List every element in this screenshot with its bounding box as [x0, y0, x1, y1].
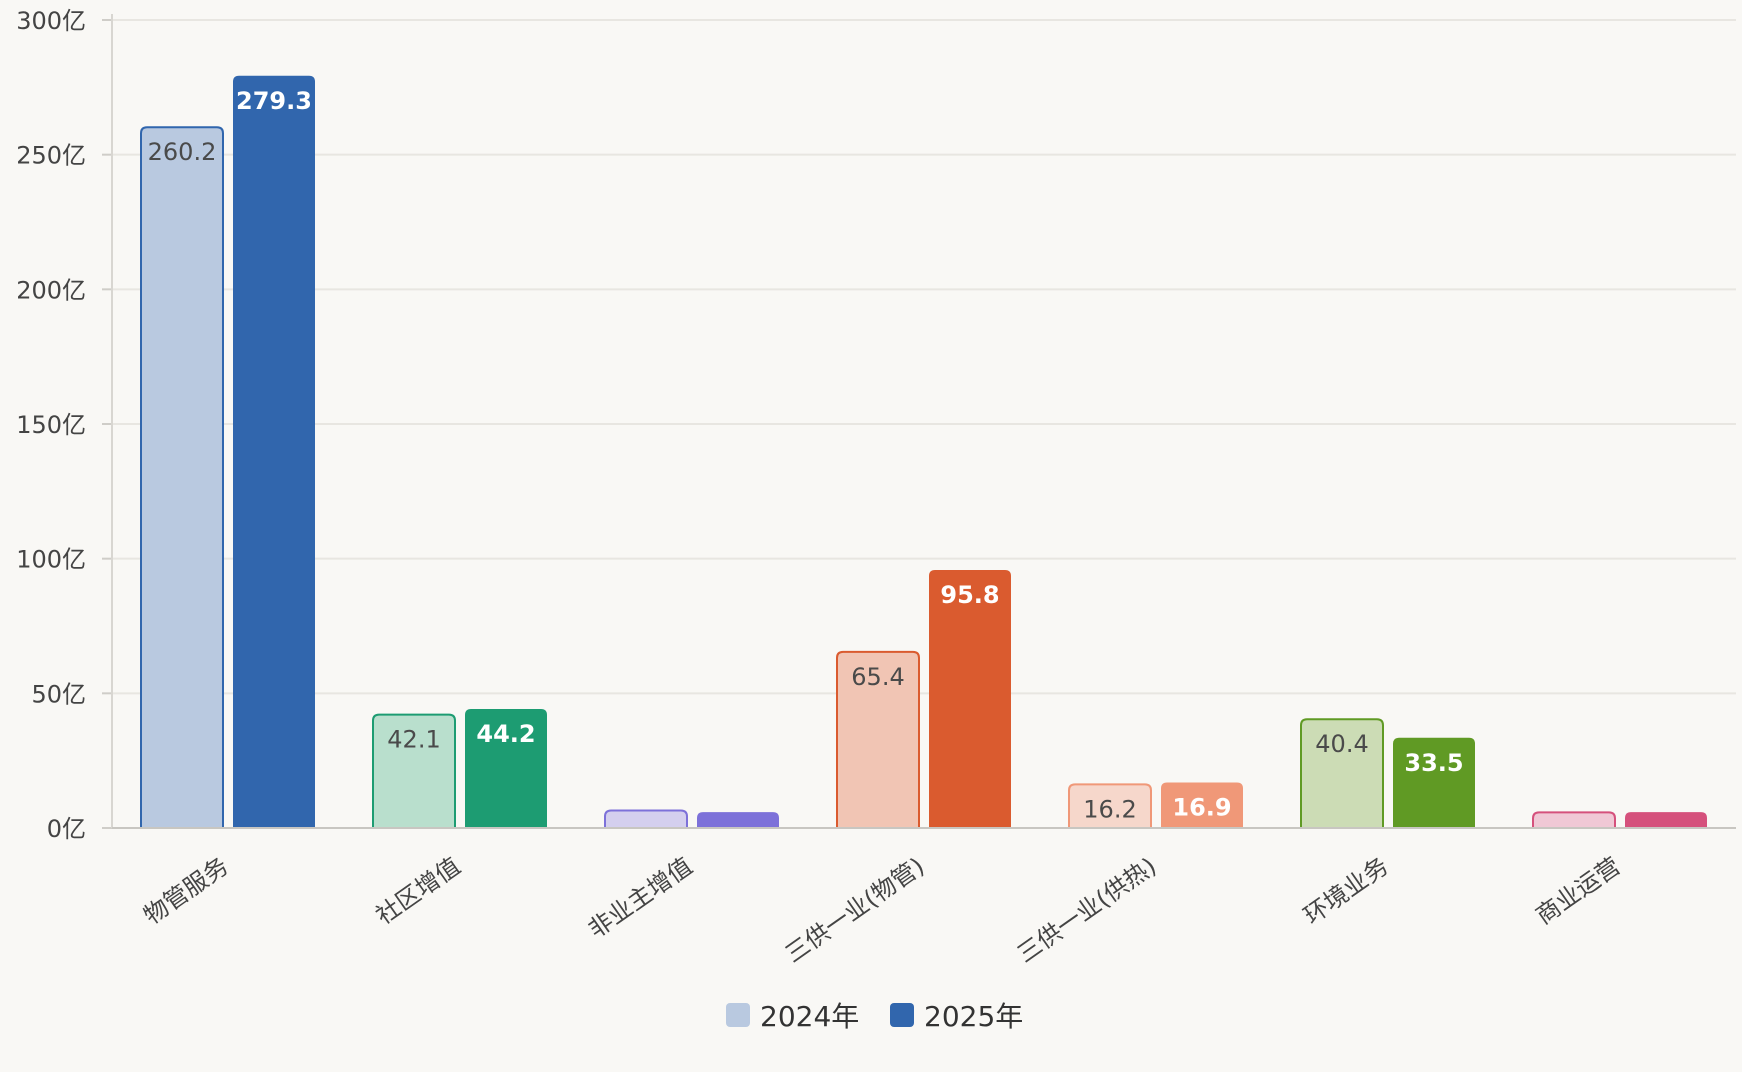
bar-2024年-三供一业(供热)[interactable] — [1068, 783, 1152, 829]
legend-label[interactable]: 2024年 — [760, 1000, 859, 1033]
x-tick-label: 环境业务 — [1299, 852, 1394, 930]
bar-2025年-社区增值[interactable] — [465, 708, 547, 828]
bar-2025年-非业主增值[interactable] — [697, 812, 779, 828]
y-tick-label: 150亿 — [16, 411, 86, 439]
y-tick-label: 250亿 — [16, 142, 86, 170]
bar-2025年-环境业务[interactable] — [1393, 737, 1475, 828]
x-tick-label: 非业主增值 — [583, 852, 697, 944]
x-tick-label: 物管服务 — [139, 852, 234, 930]
bars — [140, 75, 1707, 829]
bar-2025年-物管服务[interactable] — [233, 75, 315, 828]
legend-swatch[interactable] — [890, 1003, 914, 1027]
data-label: 279.3 — [236, 87, 312, 115]
y-tick-label: 100亿 — [16, 546, 86, 574]
data-label: 42.1 — [387, 726, 440, 754]
legend-swatch[interactable] — [726, 1003, 750, 1027]
y-tick-label: 50亿 — [31, 680, 86, 708]
bar-2024年-非业主增值[interactable] — [604, 809, 688, 829]
bar-2025年-三供一业(物管)[interactable] — [929, 569, 1011, 828]
bar-2024年-社区增值[interactable] — [372, 713, 456, 829]
legend: 2024年 2025年 — [726, 1000, 1023, 1033]
bar-2024年-环境业务[interactable] — [1300, 718, 1384, 829]
data-label: 33.5 — [1404, 749, 1463, 777]
bar-2024年-物管服务[interactable] — [140, 126, 224, 829]
data-label: 95.8 — [940, 581, 999, 609]
bar-2025年-三供一业(供热)[interactable] — [1161, 782, 1243, 828]
bar-2025年-商业运营[interactable] — [1625, 812, 1707, 828]
data-label: 260.2 — [148, 138, 217, 166]
y-tick-label: 0亿 — [47, 815, 86, 843]
x-tick-label: 三供一业(供热) — [1012, 852, 1161, 968]
bar-2024年-商业运营[interactable] — [1532, 811, 1616, 829]
data-label: 40.4 — [1315, 730, 1368, 758]
value-labels: 260.2 279.3 42.1 44.2 65.4 95.8 16.2 16.9 40.4 33… — [112, 87, 1736, 829]
data-label: 44.2 — [476, 720, 535, 748]
data-label: 65.4 — [851, 663, 904, 691]
x-tick-label: 商业运营 — [1531, 852, 1626, 930]
y-tick-label: 200亿 — [16, 276, 86, 304]
bar-2024年-三供一业(物管)[interactable] — [836, 650, 920, 829]
data-label: 16.9 — [1172, 793, 1231, 821]
x-tick-label: 社区增值 — [371, 852, 466, 930]
x-tick-label: 三供一业(物管) — [780, 852, 929, 968]
gridlines — [112, 19, 1736, 695]
legend-label[interactable]: 2025年 — [924, 1000, 1023, 1033]
y-tick-label: 300亿 — [16, 7, 86, 35]
data-label: 16.2 — [1083, 795, 1136, 823]
